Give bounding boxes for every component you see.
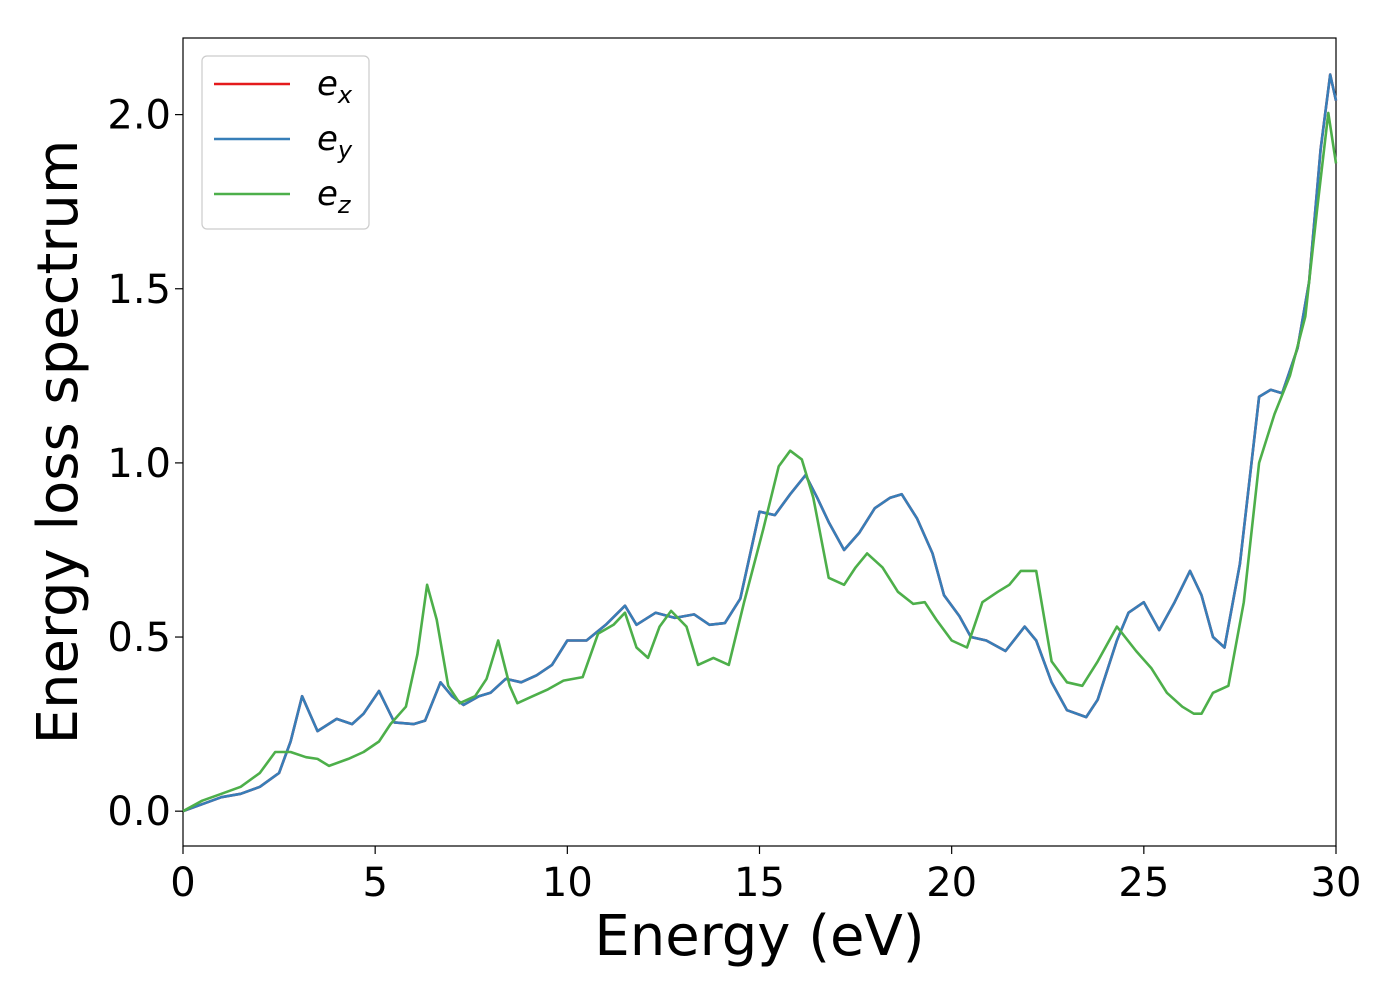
legend-label-x: ex: [317, 64, 353, 109]
series-line-y: [182, 73, 1338, 813]
y-tick-label: 0.5: [107, 615, 171, 661]
x-tick-label: 25: [1118, 860, 1169, 906]
y-tick-label: 1.0: [107, 441, 171, 487]
x-tick-label: 0: [170, 860, 195, 906]
x-tick-label: 5: [362, 860, 387, 906]
x-tick-label: 10: [542, 860, 593, 906]
x-axis-label: Energy (eV): [594, 904, 924, 969]
x-tick-label: 15: [734, 860, 785, 906]
series-line-z: [182, 111, 1338, 813]
legend-box: [201, 55, 370, 230]
y-tick-label: 2.0: [107, 93, 171, 139]
tick-layer: 0 5 10 15 20 25 30 0.0 0.5 1.0 1.5 2.0: [107, 93, 1361, 906]
y-tick-label: 1.5: [107, 267, 171, 313]
series-layer: [182, 73, 1338, 813]
x-tick-label: 30: [1311, 860, 1362, 906]
x-tick-label: 20: [926, 860, 977, 906]
y-tick-label: 0.0: [107, 789, 171, 835]
y-axis-label: Energy loss spectrum: [26, 140, 91, 745]
